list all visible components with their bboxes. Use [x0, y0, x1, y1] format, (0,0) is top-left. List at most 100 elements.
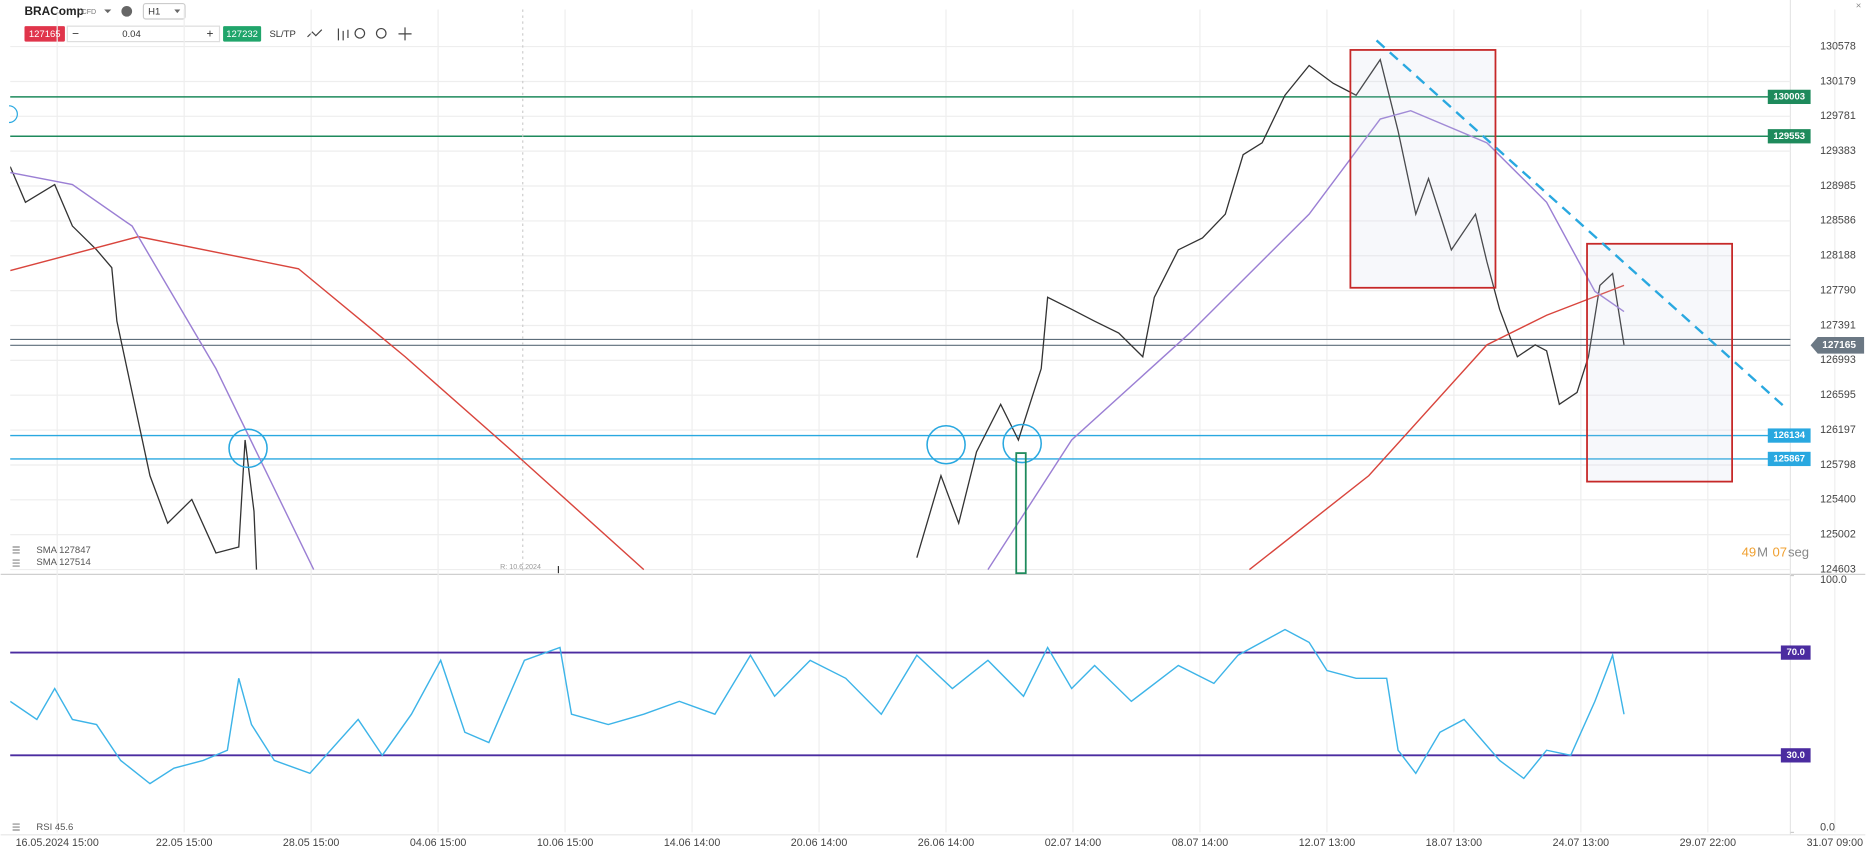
range-box	[1349, 49, 1497, 289]
level-label: 130003	[1773, 91, 1805, 102]
y-tick-label: 125798	[1820, 459, 1856, 471]
legend-icon[interactable]	[12, 823, 20, 831]
legend-entry: SMA 127847	[36, 545, 90, 556]
level-label: 70.0	[1786, 647, 1804, 658]
x-tick-label: 12.07 13:00	[1299, 837, 1356, 849]
symbol-dropdown[interactable]	[104, 9, 112, 14]
x-tick-label: 28.05 15:00	[283, 837, 340, 849]
y-tick-label: 130179	[1820, 75, 1856, 87]
timeframe-select[interactable]	[142, 2, 186, 20]
level-tag	[1780, 645, 1811, 660]
volume-input[interactable]	[66, 25, 221, 43]
level-tag	[1767, 428, 1811, 443]
y-tick-label: 127790	[1820, 284, 1856, 296]
level-tag	[1767, 89, 1811, 105]
series-line	[10, 628, 1625, 785]
timer-minutes: 49	[1742, 544, 1757, 559]
sell-price: 127165	[29, 29, 61, 40]
timer-minutes-unit: M	[1757, 544, 1768, 559]
x-tick-label: 02.07 14:00	[1045, 837, 1102, 849]
trend-line	[1375, 39, 1786, 408]
x-tick-label: 24.07 13:00	[1553, 837, 1610, 849]
timeframe-arrow	[174, 9, 181, 14]
level-label: 125867	[1773, 453, 1805, 464]
legend-icon[interactable]	[12, 546, 20, 554]
highlight-circle	[228, 428, 268, 469]
highlight-circle	[926, 424, 966, 465]
y-tick-label: 125002	[1820, 528, 1856, 540]
buy-price: 127232	[226, 29, 258, 40]
buy-button[interactable]	[223, 26, 262, 42]
x-tick-label: 22.05 15:00	[156, 837, 213, 849]
legend: SMA 127847 SMA 127514 RSI 45.6	[12, 545, 91, 833]
y-tick-label: 128188	[1820, 250, 1856, 262]
y-tick-label: 0.0	[1820, 821, 1835, 833]
move-tool[interactable]	[398, 27, 412, 41]
toolbar: BRAComp CFD H1 127165 − 0.04 + 127232 SL…	[24, 2, 412, 43]
plus[interactable]: +	[207, 27, 214, 41]
instrument-type: CFD	[82, 8, 97, 16]
y-tick-label: 100.0	[1820, 574, 1847, 586]
edge-marker	[8, 105, 18, 124]
legend-entry: SMA 127514	[36, 557, 90, 568]
timeframe: H1	[148, 6, 160, 17]
series-layer	[10, 57, 1625, 785]
y-tick-label: 127391	[1820, 319, 1856, 331]
zoom-out[interactable]	[354, 27, 366, 39]
y-tick-label: 125400	[1820, 494, 1856, 506]
legend-icon[interactable]	[12, 559, 20, 567]
x-tick-label: 14.06 14:00	[664, 837, 721, 849]
y-tick-label: 128985	[1820, 180, 1856, 192]
timer-seconds-unit: seg	[1788, 544, 1809, 559]
bar-timer: 49 M 07 seg	[1742, 544, 1809, 559]
line-tool[interactable]	[307, 29, 323, 38]
x-tick-label: 08.07 14:00	[1172, 837, 1229, 849]
highlight-circle	[1002, 423, 1042, 464]
volume: 0.04	[122, 29, 140, 40]
grid-layer	[10, 9, 1836, 833]
volume-bar	[1015, 452, 1027, 575]
series-line	[10, 109, 1625, 570]
y-tick-label: 126595	[1820, 389, 1856, 401]
range-box	[1586, 242, 1734, 483]
x-tick-label: 20.06 14:00	[791, 837, 848, 849]
candle-tool[interactable]	[337, 28, 349, 41]
y-tick-label: 126993	[1820, 354, 1856, 366]
sell-button[interactable]	[24, 26, 65, 42]
date-annotation: R: 10.6.2024	[500, 563, 541, 571]
x-tick-label: 31.07 09:00	[1807, 837, 1864, 849]
level-tag	[1780, 748, 1811, 763]
y-tick-label: 130578	[1820, 40, 1856, 52]
level-tag	[1767, 451, 1811, 467]
x-tick-label: 16.05.2024 15:00	[16, 837, 99, 849]
series-line	[10, 57, 1625, 570]
info-icon[interactable]	[121, 5, 133, 17]
timer-seconds: 07	[1773, 544, 1788, 559]
x-tick-label: 29.07 22:00	[1680, 837, 1737, 849]
series-line	[10, 235, 1625, 571]
y-tick-label: 124603	[1820, 563, 1856, 575]
x-tick-label: 10.06 15:00	[537, 837, 594, 849]
x-tick-label: 26.06 14:00	[918, 837, 975, 849]
zoom-in[interactable]	[375, 27, 387, 39]
y-tick-label: 129383	[1820, 145, 1856, 157]
close-icon[interactable]: ×	[1856, 0, 1862, 11]
level-layer: 130003 129553 126134 125867 127165 70.0 30.0	[10, 89, 1865, 763]
level-tag	[1767, 129, 1811, 144]
x-tick-label: 04.06 15:00	[410, 837, 467, 849]
current-price-tag	[1810, 336, 1865, 354]
drawings: R: 10.6.2024	[8, 9, 1786, 575]
y-tick-label: 128586	[1820, 215, 1856, 227]
level-label: 30.0	[1786, 750, 1804, 761]
level-label: 129553	[1773, 131, 1805, 142]
y-tick-label: 126197	[1820, 424, 1856, 436]
y-tick-label: 129781	[1820, 110, 1856, 122]
legend-entry: RSI 45.6	[36, 822, 73, 833]
x-tick-label: 18.07 13:00	[1426, 837, 1483, 849]
symbol: BRAComp	[24, 4, 83, 18]
minus[interactable]: −	[72, 27, 79, 41]
level-label: 126134	[1773, 430, 1805, 441]
sl-tp[interactable]: SL/TP	[269, 29, 295, 40]
current-price-label: 127165	[1822, 340, 1856, 351]
